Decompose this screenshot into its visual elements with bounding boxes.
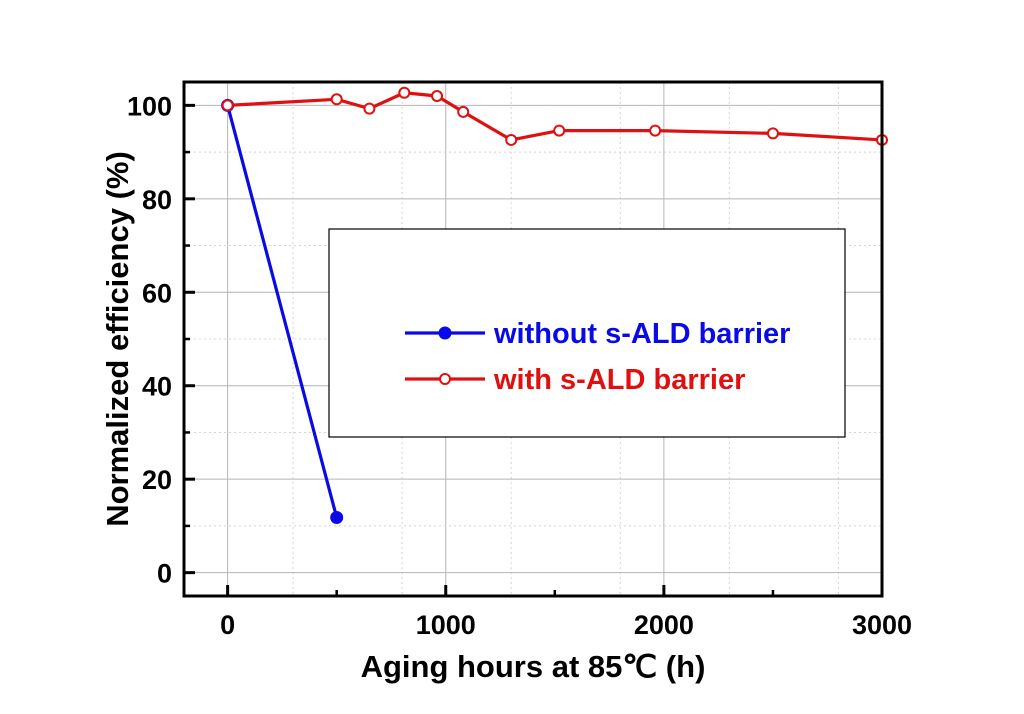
- x-tick-label: 3000: [852, 610, 912, 640]
- legend-marker: [438, 326, 452, 340]
- data-point: [221, 99, 234, 112]
- legend-marker: [439, 373, 451, 385]
- series-line: [226, 104, 339, 518]
- x-tick-label: 1000: [416, 610, 476, 640]
- legend-entries: without s-ALD barrier with s-ALD barrier: [405, 318, 790, 396]
- legend-label: without s-ALD barrier: [493, 318, 790, 350]
- legend-label: with s-ALD barrier: [493, 364, 745, 396]
- legend: without s-ALD barrier with s-ALD barrier: [328, 228, 846, 438]
- data-point: [649, 124, 662, 137]
- y-tick-label: 60: [142, 278, 172, 308]
- legend-entry: without s-ALD barrier: [405, 318, 790, 350]
- legend-entry: with s-ALD barrier: [405, 364, 745, 396]
- y-tick-label: 0: [157, 559, 172, 589]
- data-point: [398, 86, 411, 99]
- data-point: [330, 93, 343, 106]
- y-tick-label: 100: [127, 91, 172, 121]
- y-tick-label: 20: [142, 465, 172, 495]
- data-point: [457, 105, 470, 118]
- data-point: [363, 102, 376, 115]
- series-with-barrier: [221, 86, 888, 146]
- y-tick-label: 40: [142, 372, 172, 402]
- x-axis-title: Aging hours at 85℃ (h): [361, 649, 706, 684]
- tick-labels: 0 1000 2000 3000 0 20 40 60 80 100: [127, 91, 912, 640]
- data-point: [505, 133, 518, 146]
- data-point: [766, 127, 779, 140]
- y-axis-title: Normalized efficiency (%): [100, 151, 135, 527]
- x-tick-label: 0: [220, 610, 235, 640]
- data-point: [431, 90, 444, 103]
- data-point: [553, 124, 566, 137]
- series-layer: [221, 86, 888, 524]
- y-tick-label: 80: [142, 185, 172, 215]
- ticks: [184, 103, 884, 596]
- x-tick-label: 2000: [634, 610, 694, 640]
- series-without-barrier: [221, 98, 344, 524]
- data-point: [330, 510, 344, 524]
